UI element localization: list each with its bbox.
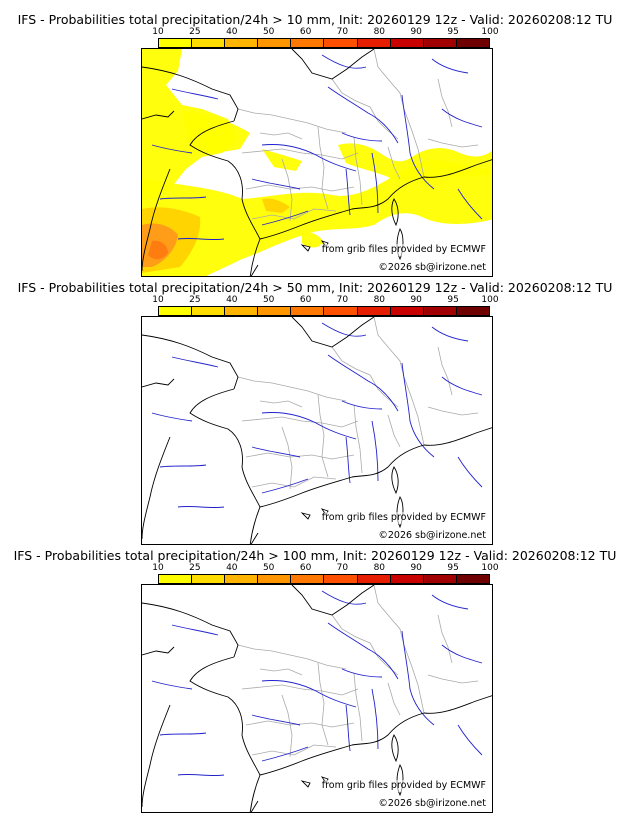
scale-color-cell	[389, 39, 423, 47]
scale-tick-label: 10	[152, 563, 164, 573]
scale-color-cell	[191, 39, 225, 47]
color-scale: 10 25 40 50 60 70 80 90 95 100	[152, 295, 499, 317]
rivers	[151, 54, 483, 241]
scale-labels: 10 25 40 50 60 70 80 90 95 100	[152, 563, 498, 573]
scale-tick-label: 10	[152, 27, 164, 37]
scale-tick-label: 90	[410, 27, 422, 37]
panel-title: IFS - Probabilities total precipitation/…	[13, 548, 617, 563]
scale-bar	[158, 306, 490, 316]
scale-tick-label: 25	[189, 27, 201, 37]
precip-probability-field	[142, 49, 492, 276]
forecast-panel: IFS - Probabilities total precipitation/…	[0, 280, 630, 549]
scale-tick-label: 60	[299, 27, 312, 37]
scale-color-cell	[323, 307, 357, 315]
scale-color-cell	[224, 307, 258, 315]
scale-color-cell	[224, 575, 258, 583]
scale-tick-label: 60	[299, 295, 312, 305]
scale-tick-label: 70	[336, 563, 349, 573]
scale-tick-label: 40	[226, 27, 238, 37]
scale-color-cell	[389, 575, 423, 583]
rivers	[151, 590, 483, 777]
credit-source: from grib files provided by ECMWF	[319, 244, 488, 256]
credit-copyright: ©2026 sb@irizone.net	[376, 798, 488, 810]
map-svg	[142, 585, 492, 812]
scale-color-cell	[389, 307, 423, 315]
scale-color-cell	[257, 575, 291, 583]
credit-source: from grib files provided by ECMWF	[319, 512, 488, 524]
scale-tick-label: 70	[336, 27, 349, 37]
scale-color-cell	[257, 39, 291, 47]
scale-tick-label: 25	[189, 295, 201, 305]
scale-tick-label: 80	[373, 295, 386, 305]
scale-bar	[158, 574, 490, 584]
scale-color-cell	[290, 307, 324, 315]
scale-color-cell	[224, 39, 258, 47]
scale-color-cell	[455, 575, 489, 583]
scale-tick-label: 50	[262, 295, 275, 305]
credit-copyright: ©2026 sb@irizone.net	[376, 262, 488, 274]
scale-tick-label: 100	[481, 563, 499, 573]
scale-color-cell	[290, 575, 324, 583]
scale-tick-label: 70	[336, 295, 349, 305]
scale-color-cell	[323, 575, 357, 583]
scale-color-cell	[323, 39, 357, 47]
scale-color-cell	[455, 307, 489, 315]
map-svg	[142, 317, 492, 544]
scale-tick-label: 95	[447, 563, 459, 573]
scale-labels: 10 25 40 50 60 70 80 90 95 100	[152, 295, 498, 305]
scale-tick-label: 25	[189, 563, 201, 573]
scale-color-cell	[290, 39, 324, 47]
map-frame: from grib files provided by ECMWF ©2026 …	[141, 584, 493, 813]
scale-color-cell	[422, 575, 456, 583]
scale-color-cell	[356, 307, 390, 315]
color-scale: 10 25 40 50 60 70 80 90 95 100	[152, 563, 499, 585]
scale-color-cell	[159, 39, 192, 47]
scale-color-cell	[422, 39, 456, 47]
forecast-panel: IFS - Probabilities total precipitation/…	[0, 12, 630, 281]
scale-tick-label: 50	[262, 563, 275, 573]
rivers	[151, 322, 483, 509]
scale-color-cell	[356, 575, 390, 583]
admin-borders	[237, 317, 479, 490]
scale-color-cell	[257, 307, 291, 315]
coastlines	[142, 49, 492, 276]
scale-tick-label: 95	[447, 27, 459, 37]
scale-tick-label: 50	[262, 27, 275, 37]
scale-tick-label: 95	[447, 295, 459, 305]
scale-tick-label: 90	[410, 563, 422, 573]
color-scale: 10 25 40 50 60 70 80 90 95 100	[152, 27, 499, 49]
scale-labels: 10 25 40 50 60 70 80 90 95 100	[152, 27, 498, 37]
scale-tick-label: 80	[373, 563, 386, 573]
scale-color-cell	[191, 307, 225, 315]
panel-title: IFS - Probabilities total precipitation/…	[17, 12, 613, 27]
scale-color-cell	[159, 307, 192, 315]
map-frame: from grib files provided by ECMWF ©2026 …	[141, 316, 493, 545]
scale-color-cell	[422, 307, 456, 315]
forecast-panel: IFS - Probabilities total precipitation/…	[0, 548, 630, 817]
credit-source: from grib files provided by ECMWF	[319, 780, 488, 792]
admin-borders	[237, 585, 479, 758]
scale-tick-label: 90	[410, 295, 422, 305]
scale-tick-label: 40	[226, 295, 238, 305]
scale-color-cell	[191, 575, 225, 583]
scale-color-cell	[159, 575, 192, 583]
scale-tick-label: 100	[481, 27, 499, 37]
map-frame: from grib files provided by ECMWF ©2026 …	[141, 48, 493, 277]
admin-borders	[237, 49, 479, 222]
scale-color-cell	[455, 39, 489, 47]
scale-tick-label: 40	[226, 563, 238, 573]
scale-tick-label: 100	[481, 295, 499, 305]
panel-title: IFS - Probabilities total precipitation/…	[17, 280, 613, 295]
scale-color-cell	[356, 39, 390, 47]
map-svg	[142, 49, 492, 276]
coastlines	[142, 317, 492, 544]
credit-copyright: ©2026 sb@irizone.net	[376, 530, 488, 542]
coastlines	[142, 585, 492, 812]
scale-tick-label: 60	[299, 563, 312, 573]
scale-tick-label: 80	[373, 27, 386, 37]
scale-bar	[158, 38, 490, 48]
scale-tick-label: 10	[152, 295, 164, 305]
